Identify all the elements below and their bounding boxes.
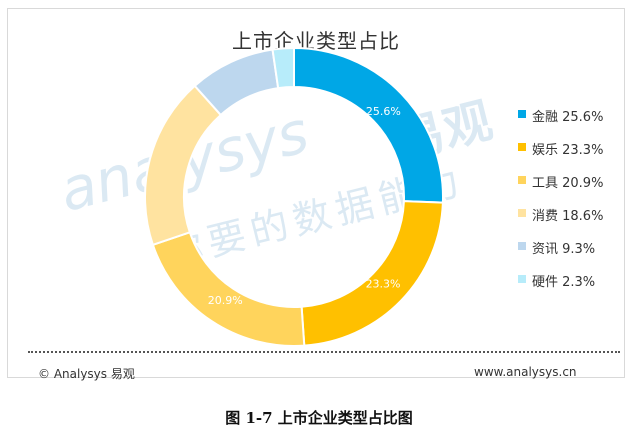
legend-swatch bbox=[518, 176, 526, 184]
slice-消费 bbox=[144, 84, 223, 247]
legend-item-娱乐: 娱乐 23.3% bbox=[518, 139, 603, 172]
legend-label: 工具 20.9% bbox=[532, 176, 604, 191]
legend-label: 金融 25.6% bbox=[532, 110, 604, 125]
slice-工具 bbox=[151, 231, 306, 347]
legend-swatch bbox=[518, 110, 526, 118]
slice-金融 bbox=[293, 46, 444, 204]
legend-label: 娱乐 23.3% bbox=[532, 143, 604, 158]
legend-swatch bbox=[518, 209, 526, 217]
chart-frame: analysys 你要的数据能力 易观 上市企业类型占比 25.6%23.3%2… bbox=[7, 8, 625, 381]
legend-swatch bbox=[518, 275, 526, 283]
footer-website: www.analysys.cn bbox=[474, 365, 577, 379]
slice-娱乐 bbox=[300, 200, 444, 347]
legend-item-金融: 金融 25.6% bbox=[518, 106, 603, 139]
legend-item-硬件: 硬件 2.3% bbox=[518, 271, 603, 304]
legend-swatch bbox=[518, 242, 526, 250]
data-label-金融: 25.6% bbox=[366, 105, 401, 118]
slice-硬件 bbox=[271, 46, 295, 90]
legend-label: 消费 18.6% bbox=[532, 209, 604, 224]
legend-label: 硬件 2.3% bbox=[532, 275, 596, 290]
data-label-娱乐: 23.3% bbox=[366, 277, 401, 290]
data-label-工具: 20.9% bbox=[208, 294, 243, 307]
footer-copyright: © Analysys 易观 bbox=[38, 367, 135, 381]
legend-swatch bbox=[518, 143, 526, 151]
legend-label: 资讯 9.3% bbox=[532, 242, 596, 257]
legend-item-消费: 消费 18.6% bbox=[518, 205, 603, 238]
donut-chart: 25.6% 23.3% 20.9% bbox=[144, 46, 444, 347]
legend-item-工具: 工具 20.9% bbox=[518, 172, 603, 205]
chart-legend: 金融 25.6% 娱乐 23.3% 工具 20.9% 消费 18.6% 资讯 9.3% 硬… bbox=[518, 106, 603, 304]
legend-item-资讯: 资讯 9.3% bbox=[518, 238, 603, 271]
figure-caption: 图 1-7 上市企业类型占比图 bbox=[225, 409, 413, 427]
footer-divider bbox=[28, 351, 620, 353]
